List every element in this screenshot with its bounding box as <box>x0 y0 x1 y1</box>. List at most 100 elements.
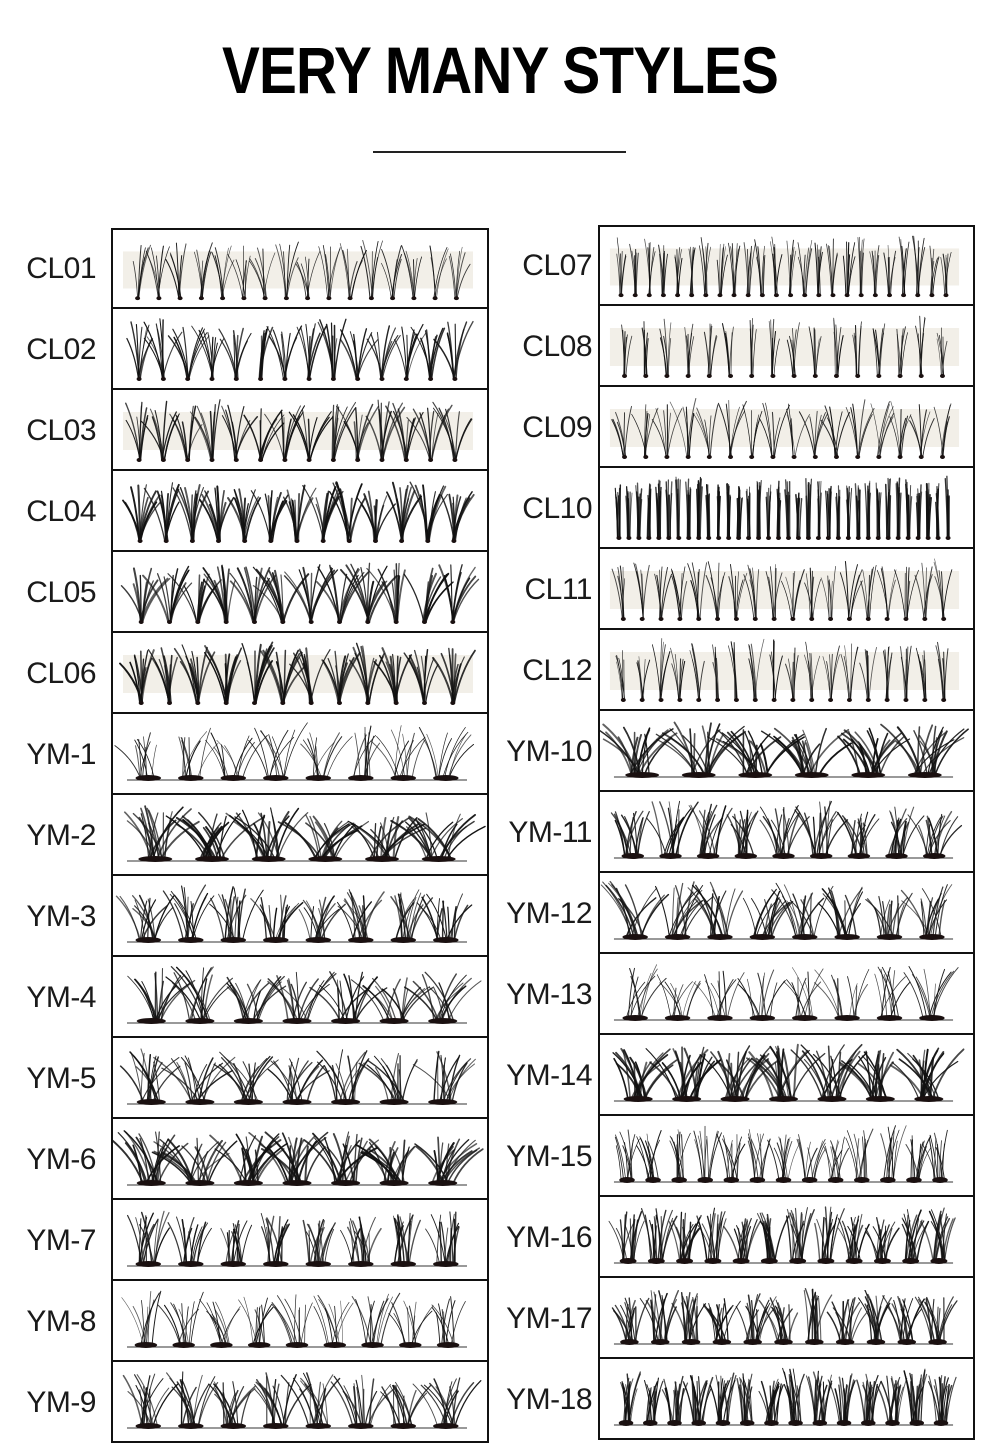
lash-cluster <box>880 723 969 778</box>
lash-cluster <box>659 318 672 378</box>
lash-cluster <box>167 1216 212 1267</box>
lash-cluster <box>140 400 180 462</box>
lash-cluster <box>122 484 162 543</box>
lash-cluster <box>723 1218 762 1264</box>
lash-cluster <box>640 1208 678 1264</box>
style-code-label: CL08 <box>522 329 592 363</box>
lash-cluster <box>165 242 187 301</box>
lash-cluster <box>826 238 838 298</box>
lash-cluster <box>746 1043 826 1102</box>
lash-cluster <box>702 1298 741 1345</box>
lash-cluster <box>289 647 331 705</box>
style-code-label: YM-7 <box>26 1223 96 1257</box>
lash-style-image <box>598 549 975 630</box>
lash-cluster <box>418 727 475 781</box>
lash-cluster <box>776 480 782 540</box>
lash-cluster <box>295 250 321 301</box>
lash-cluster <box>316 1049 370 1105</box>
lash-cluster <box>747 1129 771 1183</box>
lash-style-image <box>598 1116 975 1197</box>
lash-cluster <box>833 317 844 378</box>
lash-cluster <box>798 410 828 459</box>
lash-strip-illustration <box>122 1371 482 1429</box>
lash-strip-illustration <box>126 318 474 381</box>
lash-cluster <box>440 491 475 543</box>
lash-cluster <box>670 647 686 702</box>
lash-cluster <box>859 646 877 702</box>
lash-cluster <box>631 404 659 459</box>
lash-cluster <box>864 480 872 540</box>
style-code-label: CL04 <box>26 494 96 528</box>
lash-cluster <box>610 810 650 859</box>
lash-cluster <box>903 966 959 1021</box>
lash-cluster <box>804 567 822 621</box>
lash-cluster <box>167 326 210 381</box>
lash-cluster <box>625 486 633 540</box>
lash-cluster <box>717 399 747 459</box>
lash-cluster <box>351 977 434 1024</box>
lash-cluster <box>373 647 413 705</box>
lash-cluster <box>765 484 772 540</box>
lash-cluster <box>347 815 427 862</box>
lash-cluster <box>125 401 149 462</box>
lash-style-image <box>598 873 975 954</box>
lash-cluster <box>642 1377 664 1426</box>
lash-cluster <box>693 1125 722 1183</box>
lash-cluster <box>688 246 696 298</box>
lash-cluster <box>309 971 388 1024</box>
lash-cluster <box>280 1372 341 1429</box>
lash-cluster <box>827 1373 856 1426</box>
style-code-label: CL10 <box>522 491 592 525</box>
lash-cluster <box>786 322 800 378</box>
lash-cluster <box>356 490 396 543</box>
lash-cluster <box>198 485 235 543</box>
lash-cluster <box>842 241 856 298</box>
lash-cluster <box>820 565 836 621</box>
lash-strip-illustration <box>609 315 960 378</box>
lash-cluster <box>208 1381 256 1429</box>
lash-style-image <box>111 1119 489 1200</box>
lash-cluster <box>898 236 910 298</box>
lash-cluster <box>366 325 401 381</box>
lash-cluster <box>621 324 633 378</box>
lash-strip-illustration <box>123 399 473 462</box>
lash-cluster <box>318 245 341 301</box>
lash-cluster <box>845 485 853 540</box>
lash-cluster <box>837 727 911 778</box>
lash-cluster <box>209 886 264 943</box>
lash-cluster <box>119 649 155 705</box>
lash-cluster <box>189 399 221 462</box>
lash-strip-illustration <box>123 239 473 301</box>
lash-cluster <box>416 893 473 943</box>
lash-cluster <box>803 641 821 702</box>
lash-cluster <box>817 886 864 940</box>
lash-cluster <box>348 725 381 781</box>
lash-cluster <box>639 1289 680 1345</box>
lash-style-image <box>598 225 975 306</box>
lash-cluster <box>814 969 870 1021</box>
style-code-label: YM-11 <box>508 815 592 849</box>
lash-cluster <box>165 811 265 862</box>
lash-cluster <box>425 1211 460 1267</box>
lash-cluster <box>854 483 861 540</box>
lash-cluster <box>410 326 446 381</box>
lash-cluster <box>403 648 439 705</box>
lash-cluster <box>218 327 252 381</box>
lash-strip-illustration <box>600 880 954 940</box>
lash-cluster <box>611 405 632 459</box>
lash-style-image <box>111 1362 489 1443</box>
lash-cluster <box>771 882 834 940</box>
lash-cluster <box>127 1210 171 1267</box>
lash-cluster <box>614 1129 640 1183</box>
lash-style-image <box>598 387 975 468</box>
lash-cluster <box>213 1051 279 1105</box>
lash-cluster <box>889 1047 965 1102</box>
lash-cluster <box>250 490 289 543</box>
lash-cluster <box>767 1134 801 1183</box>
lash-cluster <box>857 236 865 298</box>
lash-cluster <box>355 1138 416 1186</box>
lash-cluster <box>349 642 385 705</box>
lash-cluster <box>633 562 650 621</box>
lash-cluster <box>119 1048 181 1105</box>
lash-cluster <box>321 650 361 705</box>
